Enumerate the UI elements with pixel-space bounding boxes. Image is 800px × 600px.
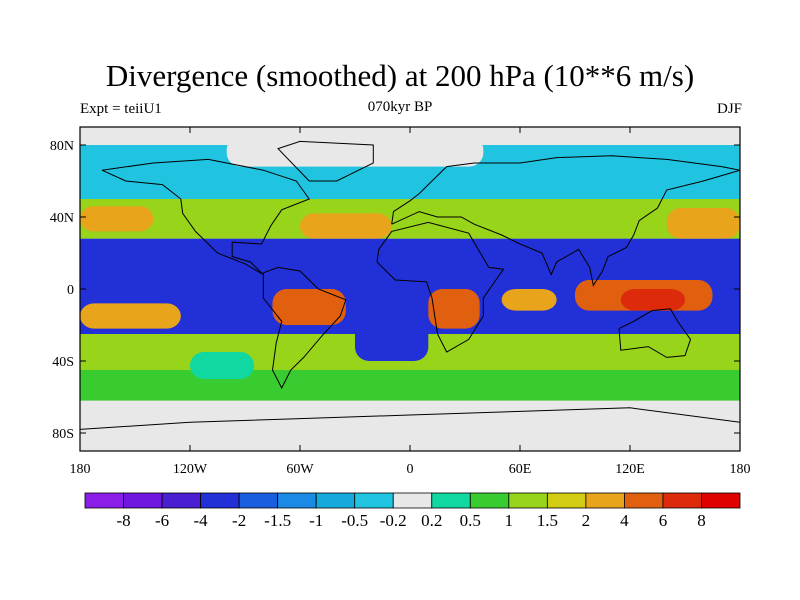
colorbar-label-1: -6 — [155, 511, 169, 530]
coastline-0 — [101, 158, 310, 276]
field-region-0 — [80, 397, 740, 451]
colorbar-swatch-4 — [238, 492, 279, 509]
colorbar: -8 -6 -4 -2 -1.5 -1 -0.5 -0.2 0.2 0.5 1 1.5 2 4 6 8 — [84, 492, 741, 530]
axis-ticks: 180 120W 60W 0 60E 120E 180 80N 40N 0 40S 80S — [50, 127, 751, 477]
colorbar-swatch-12 — [546, 492, 587, 509]
colorbar-swatch-14 — [624, 492, 664, 509]
colorbar-swatch-6 — [315, 492, 356, 509]
colorbar-swatch-15 — [662, 492, 702, 509]
x-tick-label-4: 60E — [509, 462, 532, 477]
chart-title: Divergence (smoothed) at 200 hPa (10**6 … — [105, 58, 695, 93]
colorbar-swatch-2 — [161, 492, 201, 509]
field-region-1 — [80, 370, 740, 401]
colorbar-label-5: -1 — [309, 511, 323, 530]
time-label: 070kyr BP — [367, 99, 433, 115]
coastline-2 — [376, 221, 505, 353]
x-tick-label-3: 0 — [407, 462, 414, 477]
x-tick-label-6: 180 — [730, 462, 751, 477]
season-label: DJF — [716, 101, 742, 117]
field-region-11 — [272, 289, 346, 325]
colorbar-swatch-8 — [392, 492, 433, 509]
experiment-label: Expt = teiiU1 — [80, 101, 162, 117]
field-region-8 — [300, 213, 392, 239]
heatmap-field — [80, 127, 740, 451]
field-region-17 — [355, 321, 429, 361]
coastline-4 — [618, 308, 692, 358]
field-region-12 — [428, 289, 480, 329]
y-tick-label-4: 80S — [52, 427, 74, 442]
y-tick-label-2: 0 — [67, 283, 74, 298]
field-region-15 — [620, 289, 685, 311]
coastlines — [80, 140, 740, 430]
y-tick-label-1: 40N — [50, 211, 74, 226]
colorbar-swatch-11 — [508, 492, 548, 509]
y-tick-label-0: 80N — [50, 139, 74, 154]
colorbar-swatch-3 — [200, 492, 240, 509]
colorbar-label-6: -0.5 — [341, 511, 368, 530]
x-tick-label-0: 180 — [70, 462, 91, 477]
colorbar-label-11: 1.5 — [537, 511, 558, 530]
colorbar-label-9: 0.5 — [460, 511, 481, 530]
field-region-5 — [80, 199, 740, 239]
colorbar-label-7: -0.2 — [380, 511, 407, 530]
field-region-13 — [501, 289, 557, 311]
colorbar-swatch-16 — [701, 492, 741, 509]
colorbar-swatch-1 — [123, 492, 163, 509]
colorbar-label-14: 6 — [659, 511, 668, 530]
colorbar-swatch-7 — [354, 492, 394, 509]
colorbar-label-0: -8 — [116, 511, 130, 530]
colorbar-swatch-13 — [585, 492, 625, 509]
colorbar-swatch-5 — [277, 492, 317, 509]
colorbar-label-2: -4 — [194, 511, 209, 530]
coastline-3 — [391, 155, 740, 287]
colorbar-swatch-0 — [84, 492, 124, 509]
x-tick-label-5: 120E — [615, 462, 645, 477]
colorbar-swatch-10 — [469, 492, 510, 509]
field-region-16 — [190, 352, 255, 379]
x-tick-label-1: 120W — [173, 462, 208, 477]
field-region-19 — [226, 136, 484, 167]
colorbar-swatch-9 — [431, 492, 471, 509]
colorbar-label-10: 1 — [505, 511, 514, 530]
coastline-5 — [277, 140, 374, 182]
colorbar-label-13: 4 — [620, 511, 629, 530]
coastline-6 — [80, 407, 740, 430]
x-tick-label-2: 60W — [286, 462, 314, 477]
y-tick-label-3: 40S — [52, 355, 74, 370]
coastline-1 — [262, 266, 347, 390]
field-region-7 — [80, 206, 154, 232]
colorbar-label-8: 0.2 — [421, 511, 442, 530]
field-region-10 — [80, 303, 181, 329]
field-region-9 — [666, 208, 740, 239]
colorbar-label-15: 8 — [697, 511, 706, 530]
colorbar-label-12: 2 — [582, 511, 591, 530]
colorbar-label-3: -2 — [232, 511, 246, 530]
colorbar-label-4: -1.5 — [264, 511, 291, 530]
